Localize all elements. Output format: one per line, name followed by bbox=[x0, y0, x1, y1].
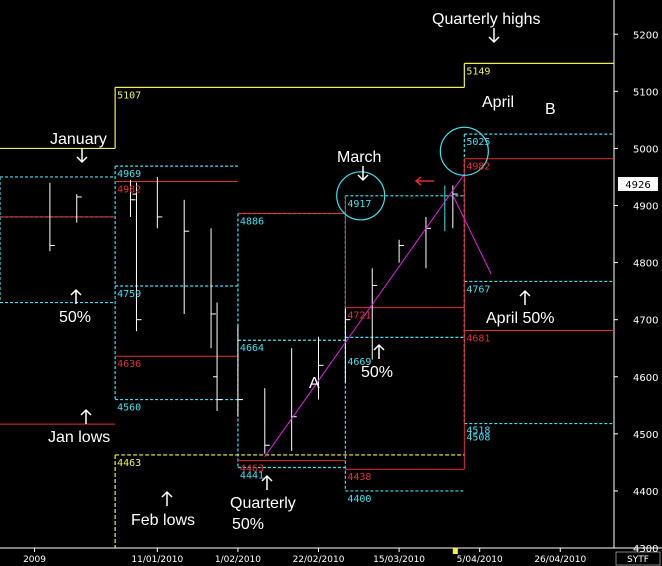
symbol-tag-box bbox=[615, 551, 661, 566]
arrow-feb-lows bbox=[161, 490, 173, 506]
level-label: 4463 bbox=[117, 458, 141, 469]
level-label: 4982 bbox=[117, 185, 141, 196]
level-label: 4767 bbox=[466, 284, 490, 295]
level-label: 4560 bbox=[117, 403, 141, 414]
arrow-quarterly-highs bbox=[488, 28, 500, 44]
y-tick-label: 4400 bbox=[633, 487, 658, 498]
annotation-50-percent-jan: 50% bbox=[59, 309, 91, 326]
april-high-circle bbox=[439, 126, 489, 176]
y-tick-label: 5100 bbox=[633, 87, 658, 98]
y-axis-ticks: 5200 5100 5000 4900 4800 4700 4600 4500 4400 4300 bbox=[614, 30, 658, 555]
x-axis-marker bbox=[452, 548, 458, 554]
level-label: 4664 bbox=[240, 343, 264, 354]
y-tick-label: 5200 bbox=[633, 30, 658, 41]
level-label: 4917 bbox=[347, 199, 371, 210]
trendline-down bbox=[452, 195, 492, 275]
level-label: 4681 bbox=[466, 334, 490, 345]
level-labels: 5107 5149 4969 4982 4759 4636 4560 4463 4886 4664… bbox=[117, 66, 490, 505]
x-tick-label: 1/02/2010 bbox=[215, 555, 261, 565]
annotation-50-percent-mar: 50% bbox=[361, 364, 393, 381]
level-label: 4969 bbox=[117, 169, 141, 180]
level-label: 4759 bbox=[117, 289, 141, 300]
y-tick-label: 4300 bbox=[633, 544, 658, 555]
x-tick-label: 26/04/2010 bbox=[534, 555, 586, 565]
trendlines bbox=[264, 126, 492, 457]
level-label: 4636 bbox=[117, 359, 141, 370]
annotation-jan-lows: Jan lows bbox=[48, 429, 110, 446]
y-tick-label: 4600 bbox=[633, 373, 658, 384]
annotation-march: March bbox=[337, 149, 381, 166]
arrow-jan-lows bbox=[80, 408, 92, 424]
annotation-april: April bbox=[482, 94, 514, 111]
level-label: 4886 bbox=[240, 216, 264, 227]
level-lines bbox=[0, 62, 614, 548]
x-tick-label: 22/02/2010 bbox=[293, 555, 345, 565]
level-label: 4669 bbox=[347, 357, 371, 368]
annotation-a: A bbox=[309, 375, 320, 392]
y-tick-label: 5000 bbox=[633, 144, 658, 155]
annotation-arrows bbox=[70, 28, 531, 506]
level-label: 5107 bbox=[117, 90, 141, 101]
level-label: 4721 bbox=[347, 311, 371, 322]
arrow-50-jan bbox=[70, 288, 82, 304]
annotation-quarterly-highs: Quarterly highs bbox=[432, 11, 541, 28]
annotation-b: B bbox=[545, 101, 556, 118]
y-tick-label: 4700 bbox=[633, 316, 658, 327]
level-label: 4982 bbox=[466, 162, 490, 173]
annotation-april-50: April 50% bbox=[486, 310, 554, 327]
x-tick-label: 15/03/2010 bbox=[373, 555, 425, 565]
arrow-march bbox=[357, 166, 369, 182]
level-label: 4441 bbox=[240, 471, 264, 482]
y-tick-label: 4900 bbox=[633, 202, 658, 213]
level-label: 4400 bbox=[347, 494, 371, 505]
y-tick-label: 4500 bbox=[633, 430, 658, 441]
red-arrow bbox=[414, 176, 434, 186]
level-label: 4463 bbox=[240, 464, 264, 475]
x-axis-ticks: 2009 11/01/2010 1/02/2010 22/02/2010 15/03/2… bbox=[23, 548, 586, 565]
red-arrow-icon bbox=[414, 176, 434, 186]
x-tick-label: 2009 bbox=[23, 555, 46, 565]
level-label: 5149 bbox=[466, 66, 490, 77]
arrow-quarterly-50 bbox=[261, 474, 273, 490]
price-bars bbox=[49, 176, 458, 454]
y-axis-panel bbox=[614, 0, 662, 566]
march-high-circle bbox=[336, 171, 386, 221]
y-tick-label: 4800 bbox=[633, 259, 658, 270]
annotation-quarterly-50: 50% bbox=[232, 516, 264, 533]
symbol-tag: SYTF bbox=[627, 555, 649, 565]
level-label: 5025 bbox=[466, 137, 490, 148]
level-label: 4518 bbox=[466, 425, 490, 436]
level-label: 4438 bbox=[347, 472, 371, 483]
last-price-label: 4926 bbox=[625, 180, 650, 191]
arrow-50-mar bbox=[373, 343, 385, 359]
x-tick-label: 11/01/2010 bbox=[131, 555, 183, 565]
level-label: 4508 bbox=[466, 432, 490, 443]
annotation-feb-lows: Feb lows bbox=[131, 512, 195, 529]
annotation-quarterly: Quarterly bbox=[230, 495, 296, 512]
last-price-box bbox=[618, 177, 658, 191]
trendline bbox=[264, 173, 465, 457]
x-tick-label: 5/04/2010 bbox=[457, 555, 503, 565]
arrow-january bbox=[76, 148, 88, 164]
arrow-april-50 bbox=[519, 289, 531, 305]
annotation-january: January bbox=[50, 131, 107, 148]
